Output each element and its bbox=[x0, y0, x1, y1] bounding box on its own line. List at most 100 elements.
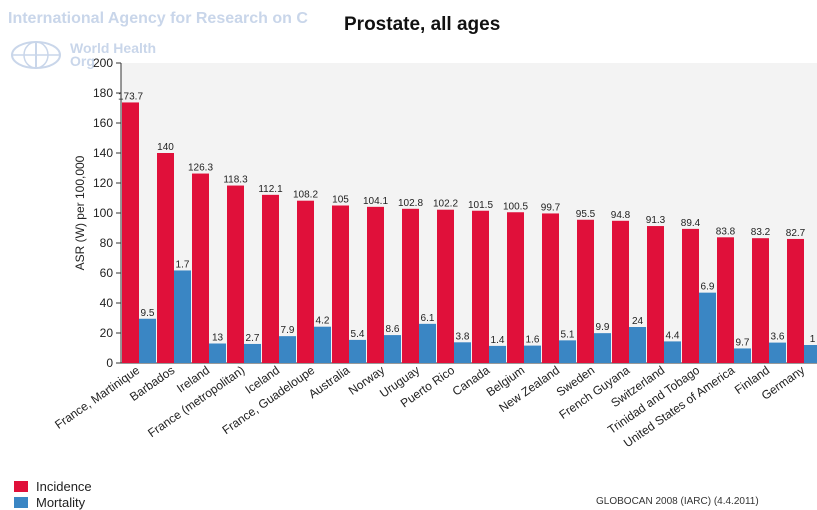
bar-incidence-belgium bbox=[507, 212, 524, 363]
bar-mortality-france-metropolitan bbox=[244, 343, 261, 363]
y-tick-label: 160 bbox=[93, 116, 113, 130]
data-label-incidence: 82.7 bbox=[786, 228, 806, 239]
bar-mortality-germany bbox=[804, 345, 817, 363]
bar-incidence-canada bbox=[472, 210, 489, 363]
x-tick-labels: France, MartiniqueBarbadosIrelandFrance … bbox=[52, 363, 807, 450]
y-tick-label: 40 bbox=[100, 296, 114, 310]
data-label-incidence: 102.2 bbox=[433, 199, 458, 210]
bar-incidence-new-zealand bbox=[542, 213, 559, 363]
data-label-incidence: 173.7 bbox=[118, 91, 143, 102]
legend-item-mortality: Mortality bbox=[14, 494, 92, 510]
data-label-incidence: 112.1 bbox=[258, 184, 283, 195]
data-label-mortality: 7.9 bbox=[281, 325, 295, 336]
data-label-mortality: 5.4 bbox=[351, 329, 365, 340]
data-label-incidence: 89.4 bbox=[681, 218, 701, 229]
bar-mortality-finland bbox=[769, 342, 786, 363]
legend-swatch-mortality bbox=[14, 496, 28, 508]
data-label-mortality: 3.6 bbox=[771, 332, 785, 343]
bar-incidence-united-states-of-america bbox=[717, 237, 734, 363]
data-label-mortality: 2.7 bbox=[246, 333, 260, 344]
bar-mortality-trinidad-and-tobago bbox=[699, 292, 716, 363]
data-label-mortality: 1 bbox=[810, 334, 816, 345]
source-note: GLOBOCAN 2008 (IARC) (4.4.2011) bbox=[596, 496, 759, 507]
agency-header: International Agency for Research on C bbox=[8, 10, 308, 27]
data-label-incidence: 126.3 bbox=[188, 163, 213, 174]
data-label-incidence: 102.8 bbox=[398, 198, 423, 209]
legend-label-mortality: Mortality bbox=[36, 494, 86, 510]
bar-incidence-france-guadeloupe bbox=[297, 200, 314, 363]
legend: Incidence Mortality bbox=[14, 478, 92, 510]
y-tick-label: 140 bbox=[93, 146, 113, 160]
bar-incidence-trinidad-and-tobago bbox=[682, 228, 699, 363]
chart-title: Prostate, all ages bbox=[342, 14, 503, 36]
bar-incidence-australia bbox=[332, 205, 349, 363]
data-label-incidence: 91.3 bbox=[646, 215, 666, 226]
bar-incidence-france-metropolitan bbox=[227, 185, 244, 363]
y-tick-label: 180 bbox=[93, 86, 113, 100]
bar-mortality-belgium bbox=[524, 345, 541, 363]
data-label-mortality: 4.2 bbox=[316, 316, 330, 327]
bar-mortality-united-states-of-america bbox=[734, 348, 751, 363]
y-axis-label: ASR (W) per 100,000 bbox=[73, 155, 87, 270]
y-tick-label: 100 bbox=[93, 206, 113, 220]
data-label-incidence: 105 bbox=[332, 195, 349, 206]
bar-labels: 173.7 9.5 140 1.7 126.3 13 118.3 2.7 112.1 7.9 108… bbox=[118, 91, 816, 348]
bar-mortality-australia bbox=[349, 339, 366, 363]
bar-mortality-barbados bbox=[174, 270, 191, 363]
bar-incidence-france-martinique bbox=[122, 102, 139, 363]
who-header-line2: Org bbox=[70, 53, 95, 69]
bar-mortality-switzerland bbox=[664, 341, 681, 363]
bar-mortality-norway bbox=[384, 335, 401, 363]
data-label-mortality: 9.7 bbox=[736, 337, 750, 348]
data-label-mortality: 9.9 bbox=[596, 322, 610, 333]
x-tick-label: Canada bbox=[450, 363, 493, 399]
data-label-incidence: 99.7 bbox=[541, 202, 561, 213]
data-label-mortality: 6.9 bbox=[701, 282, 715, 293]
legend-item-incidence: Incidence bbox=[14, 478, 92, 494]
data-label-mortality: 1.4 bbox=[491, 335, 505, 346]
bar-mortality-new-zealand bbox=[559, 340, 576, 363]
bar-mortality-iceland bbox=[279, 336, 296, 363]
bar-incidence-finland bbox=[752, 238, 769, 363]
data-label-incidence: 100.5 bbox=[503, 201, 528, 212]
data-label-mortality: 5.1 bbox=[561, 329, 575, 340]
bar-incidence-barbados bbox=[157, 153, 174, 363]
who-logo-icon bbox=[11, 41, 61, 69]
y-tick-label: 120 bbox=[93, 176, 113, 190]
data-label-mortality: 13 bbox=[212, 333, 224, 344]
bar-incidence-ireland bbox=[192, 173, 209, 363]
data-label-mortality: 1.7 bbox=[176, 259, 190, 270]
data-label-mortality: 8.6 bbox=[386, 324, 400, 335]
bar-incidence-norway bbox=[367, 206, 384, 363]
data-label-incidence: 108.2 bbox=[293, 190, 318, 201]
y-tick-label: 80 bbox=[100, 236, 114, 250]
bar-mortality-france-martinique bbox=[139, 318, 156, 363]
data-label-incidence: 83.8 bbox=[716, 226, 736, 237]
data-label-mortality: 4.4 bbox=[666, 330, 680, 341]
bar-mortality-france-guadeloupe bbox=[314, 326, 331, 363]
data-label-mortality: 6.1 bbox=[421, 313, 435, 324]
bar-incidence-puerto-rico bbox=[437, 209, 454, 363]
who-header-line1: World Health bbox=[70, 40, 157, 56]
data-label-incidence: 95.5 bbox=[576, 209, 596, 220]
bar-incidence-uruguay bbox=[402, 208, 419, 363]
data-label-incidence: 118.3 bbox=[223, 175, 248, 186]
bar-incidence-sweden bbox=[577, 219, 594, 363]
data-label-mortality: 1.6 bbox=[526, 335, 540, 346]
bar-incidence-iceland bbox=[262, 194, 279, 363]
y-tick-label: 60 bbox=[100, 266, 114, 280]
data-label-incidence: 140 bbox=[157, 142, 174, 153]
legend-label-incidence: Incidence bbox=[36, 478, 92, 494]
legend-swatch-incidence bbox=[14, 480, 28, 492]
data-label-incidence: 94.8 bbox=[611, 210, 631, 221]
bar-mortality-french-guyana bbox=[629, 327, 646, 363]
y-tick-label: 0 bbox=[106, 356, 113, 370]
bar-incidence-germany bbox=[787, 238, 804, 363]
data-label-mortality: 3.8 bbox=[456, 331, 470, 342]
bar-incidence-french-guyana bbox=[612, 220, 629, 363]
bar-incidence-switzerland bbox=[647, 226, 664, 363]
bar-mortality-sweden bbox=[594, 333, 611, 363]
who-header: World Health Org bbox=[70, 40, 157, 69]
data-label-mortality: 9.5 bbox=[141, 308, 155, 319]
